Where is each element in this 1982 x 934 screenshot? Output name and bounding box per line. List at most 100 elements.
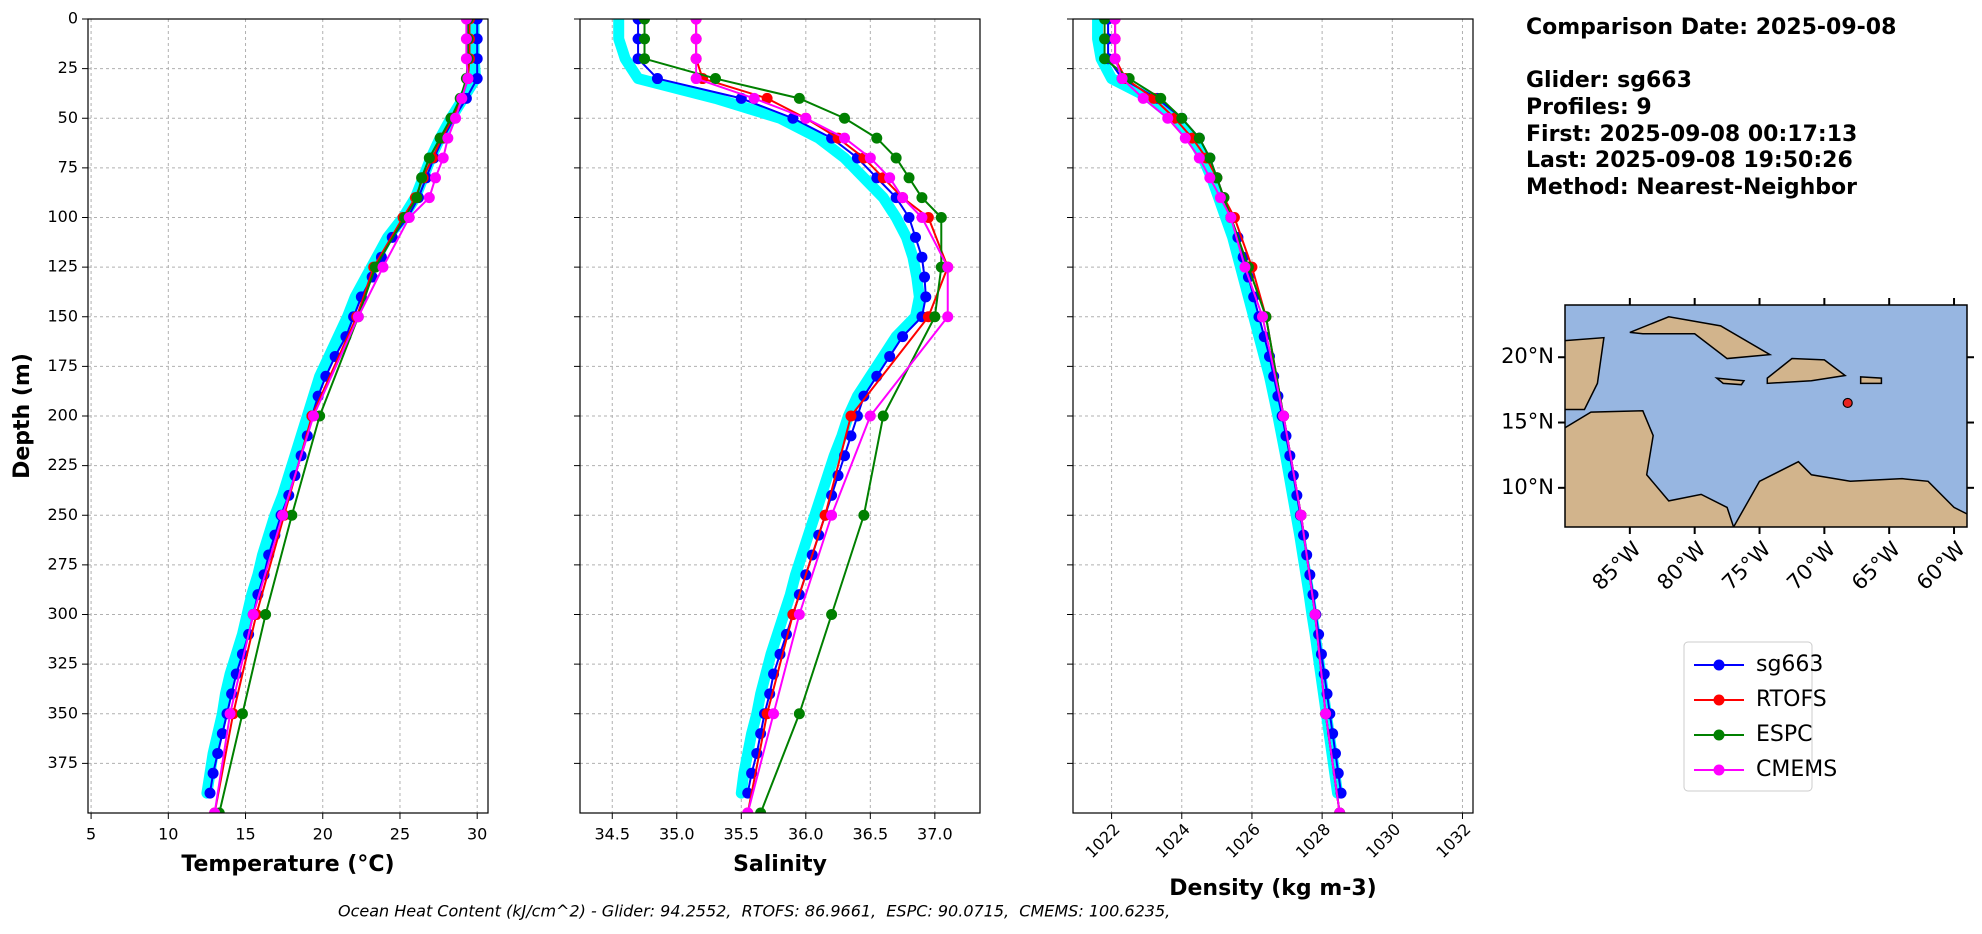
profile-marker — [1295, 509, 1307, 521]
profile-marker — [416, 172, 428, 184]
legend-label: sg663 — [1756, 652, 1823, 677]
profile-marker — [236, 708, 248, 720]
x-tick-label: 10 — [158, 825, 178, 844]
land-shape — [1766, 357, 1847, 385]
profile-marker — [442, 132, 454, 144]
profile-marker — [903, 212, 915, 223]
land-shape — [1565, 336, 1605, 411]
profile-marker — [411, 192, 423, 204]
profile-marker — [1193, 152, 1205, 164]
profile-marker — [1116, 73, 1128, 85]
profile-marker — [437, 152, 449, 164]
profile-marker — [1099, 53, 1111, 65]
profile-marker — [864, 152, 876, 164]
profile-marker — [839, 112, 851, 124]
x-axis-label: Temperature (°C) — [181, 852, 394, 877]
axes-frame — [1072, 18, 1474, 814]
map — [1564, 304, 1968, 528]
profile-marker — [826, 609, 838, 620]
profile-marker — [471, 73, 483, 85]
profile-marker — [800, 112, 812, 124]
profile-marker — [1109, 33, 1121, 45]
map-lat-label: 10°N — [1501, 475, 1554, 499]
profile-line — [209, 19, 479, 795]
profile-marker — [460, 53, 472, 65]
profile-marker — [909, 231, 921, 243]
legend-label: RTOFS — [1756, 687, 1827, 712]
profile-marker — [639, 33, 651, 45]
panel: 5 10 15 20 25 3002550751001251501752002252502… — [10, 9, 489, 877]
profile-marker — [460, 19, 472, 25]
profile-marker — [793, 708, 805, 720]
y-tick-label: 200 — [47, 406, 78, 425]
profile-marker — [216, 728, 228, 740]
profile-marker — [920, 291, 932, 303]
profile-marker — [1315, 648, 1327, 660]
profile-marker — [690, 53, 702, 65]
profile-marker — [1109, 19, 1121, 25]
profile-marker — [1313, 628, 1325, 640]
y-tick-label: 25 — [58, 58, 78, 77]
info-line: First: 2025-09-08 00:17:13 — [1526, 122, 1857, 147]
map-lon-label: 70°W — [1782, 537, 1840, 595]
profile-marker — [793, 92, 805, 104]
info-line: Glider: sg663 — [1526, 68, 1692, 93]
profile-marker — [709, 73, 721, 85]
profile-marker — [1155, 92, 1167, 104]
legend-marker — [1713, 694, 1725, 706]
profile-marker — [826, 509, 838, 521]
x-tick-label: 34.5 — [594, 825, 630, 844]
x-tick-label: 35.0 — [659, 825, 695, 844]
x-tick-label: 1022 — [1081, 820, 1123, 862]
y-tick-label: 50 — [58, 108, 78, 127]
profile-marker — [929, 311, 941, 323]
map-lon-label: 60°W — [1912, 537, 1970, 595]
x-tick-label: 36.0 — [788, 825, 824, 844]
profile-marker — [742, 807, 754, 813]
map-frame — [1564, 304, 1968, 528]
profile-marker — [277, 509, 289, 521]
y-axis-label: Depth (m) — [10, 353, 35, 479]
profile-marker — [1225, 212, 1237, 223]
x-tick-label: 37.0 — [917, 825, 953, 844]
x-tick-label: 35.5 — [723, 825, 759, 844]
land — [1565, 315, 1967, 527]
legend-marker — [1713, 659, 1725, 671]
axes-frame — [87, 18, 489, 814]
land-shape — [1714, 377, 1746, 386]
profile-marker — [462, 73, 474, 85]
profile-marker — [450, 112, 462, 124]
x-tick-label: 15 — [235, 825, 255, 844]
x-tick-label: 1026 — [1222, 820, 1264, 862]
profile-marker — [471, 33, 483, 45]
profile-marker — [1214, 192, 1226, 204]
profile-marker — [890, 152, 902, 164]
profile-marker — [204, 787, 216, 799]
profile-marker — [690, 19, 702, 25]
profile-marker — [403, 212, 415, 223]
info-title: Comparison Date: 2025-09-08 — [1526, 15, 1896, 40]
profile-marker — [460, 33, 472, 45]
profile-line — [201, 19, 482, 799]
profile-marker — [1239, 261, 1251, 273]
y-tick-label: 0 — [68, 9, 78, 28]
profile-marker — [1099, 33, 1111, 45]
profile-marker — [1179, 132, 1191, 144]
profile-line — [1107, 19, 1343, 795]
profile-marker — [1204, 172, 1216, 184]
profile-marker — [247, 609, 259, 620]
legend-label: CMEMS — [1756, 757, 1837, 782]
profile-marker — [1109, 53, 1121, 65]
profile-marker — [352, 311, 364, 323]
x-tick-label: 1032 — [1432, 820, 1474, 862]
profile-marker — [639, 53, 651, 65]
legend-marker — [1713, 764, 1725, 776]
profile-marker — [1334, 807, 1346, 813]
profile-marker — [423, 192, 435, 204]
y-tick-label: 225 — [47, 455, 78, 474]
footer: Ocean Heat Content (kJ/cm^2) - Glider: 9… — [338, 902, 1170, 921]
profile-marker — [1204, 152, 1216, 164]
profile-marker — [919, 271, 931, 283]
profile-marker — [884, 350, 896, 362]
profile-line — [1092, 19, 1344, 799]
